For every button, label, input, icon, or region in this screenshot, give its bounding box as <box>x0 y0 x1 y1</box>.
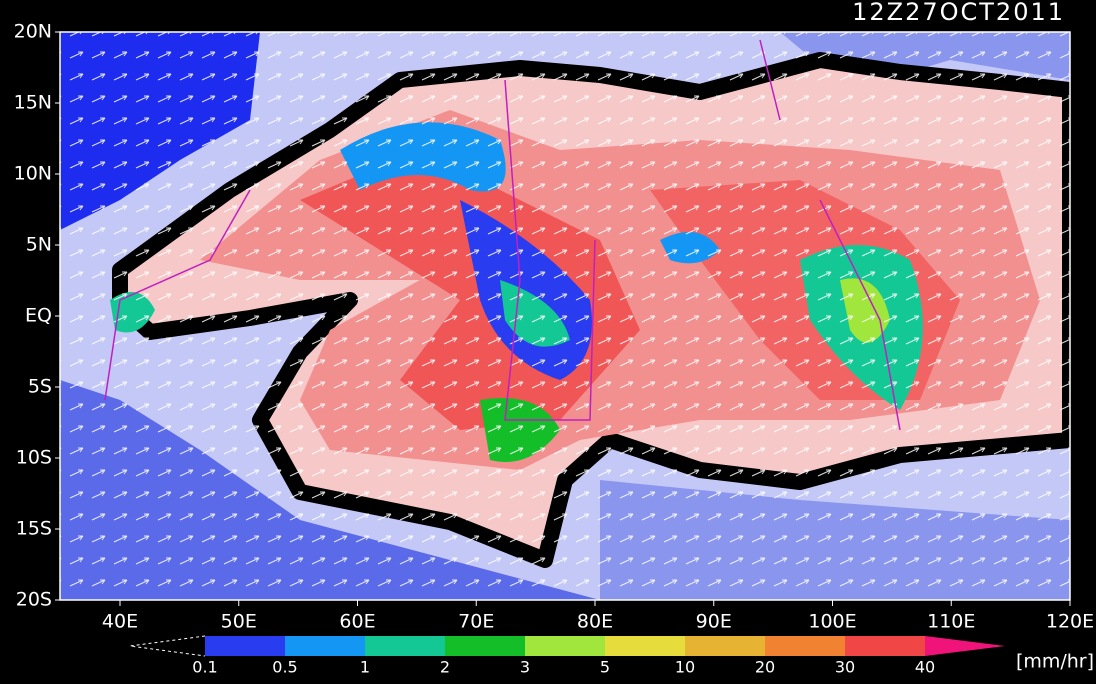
lat-label: EQ <box>25 305 52 327</box>
colorbar-label: 0.1 <box>192 658 217 677</box>
lon-label: 70E <box>458 611 494 633</box>
colorbar-units: [mm/hr] <box>1016 651 1094 673</box>
lon-label: 110E <box>927 611 975 633</box>
colorbar-segment <box>205 636 285 656</box>
colorbar-segment <box>605 636 685 656</box>
lon-label: 80E <box>577 611 613 633</box>
colorbar-label: 5 <box>600 658 610 677</box>
lon-label: 100E <box>808 611 856 633</box>
colorbar-segment <box>285 636 365 656</box>
colorbar-segment <box>445 636 525 656</box>
map-title: 12Z27OCT2011 <box>852 0 1065 26</box>
colorbar-segment <box>765 636 845 656</box>
colorbar-under <box>129 635 206 657</box>
lon-label: 60E <box>339 611 375 633</box>
colorbar-label: 1 <box>360 658 370 677</box>
lon-label: 90E <box>696 611 732 633</box>
colorbar-segment <box>525 636 605 656</box>
lon-label: 40E <box>102 611 138 633</box>
colorbar-label: 30 <box>835 658 855 677</box>
lon-label: 120E <box>1046 611 1094 633</box>
colorbar-segment <box>685 636 765 656</box>
lat-label: 10S <box>16 447 52 469</box>
colorbar-over <box>925 636 1005 656</box>
lat-label: 20N <box>14 21 52 43</box>
colorbar-label: 2 <box>440 658 450 677</box>
colorbar-label: 10 <box>675 658 695 677</box>
lat-label: 15N <box>14 92 52 114</box>
colorbar-label: 20 <box>755 658 775 677</box>
lat-label: 5S <box>28 376 52 398</box>
colorbar-segment <box>845 636 925 656</box>
lat-label: 10N <box>14 163 52 185</box>
map-field <box>60 32 1070 600</box>
lat-label: 15S <box>16 518 52 540</box>
lat-label: 5N <box>26 234 52 256</box>
colorbar-label: 3 <box>520 658 530 677</box>
colorbar-label: 40 <box>915 658 935 677</box>
lon-label: 50E <box>221 611 257 633</box>
colorbar-segment <box>365 636 445 656</box>
lat-label: 20S <box>16 589 52 611</box>
colorbar-label: 0.5 <box>272 658 297 677</box>
